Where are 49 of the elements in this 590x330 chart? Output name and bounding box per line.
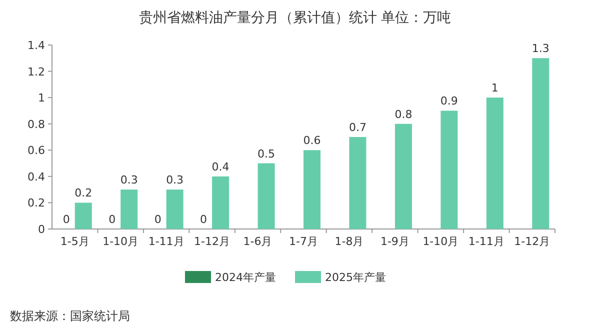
data-label: 0.3 — [120, 174, 138, 187]
x-tick-label: 1-10月 — [422, 235, 459, 248]
x-tick-label: 1-6月 — [243, 235, 272, 248]
y-tick-label: 1.2 — [28, 65, 45, 78]
x-tick-label: 1-9月 — [380, 235, 410, 248]
y-tick-label: 0.6 — [28, 144, 45, 158]
source-note: 数据来源：国家统计局 — [10, 309, 130, 323]
data-label: 1 — [491, 82, 498, 95]
legend-label: 2024年产量 — [215, 271, 276, 284]
data-label: 0.9 — [440, 94, 458, 108]
data-label: 0.3 — [166, 174, 184, 187]
x-tick-label: 1-11月 — [468, 235, 504, 248]
y-tick-label: 0.8 — [28, 118, 45, 131]
data-label: 0.5 — [258, 147, 276, 160]
bar — [74, 202, 92, 229]
y-tick-label: 0.4 — [28, 170, 45, 184]
y-tick-label: 1 — [38, 92, 45, 105]
x-tick-label: 1-8月 — [334, 235, 364, 248]
bar — [166, 190, 184, 229]
bar — [120, 190, 138, 229]
data-label: 0 — [154, 213, 162, 226]
x-tick-label: 1-10月 — [102, 235, 139, 248]
bar — [486, 98, 504, 229]
x-tick-label: 1-7月 — [289, 235, 318, 248]
bar — [394, 124, 412, 229]
x-tick-label: 1-5月 — [60, 235, 90, 248]
bar — [349, 137, 366, 229]
data-label: 0 — [108, 213, 116, 226]
data-label: 0.2 — [74, 186, 92, 200]
y-tick-label: 0 — [38, 223, 45, 236]
bar — [212, 176, 230, 229]
data-label: 1.3 — [532, 42, 550, 56]
bar — [440, 110, 458, 229]
chart-title: 贵州省燃料油产量分月（累计值）统计 单位：万吨 — [138, 10, 452, 26]
data-label: 0.4 — [212, 160, 230, 174]
bar — [532, 58, 550, 229]
y-tick-label: 1.4 — [28, 39, 45, 52]
data-label: 0.8 — [394, 108, 412, 121]
bar — [258, 163, 275, 229]
data-label: 0 — [62, 213, 70, 226]
data-label: 0 — [200, 213, 208, 226]
data-label: 0.6 — [303, 134, 321, 148]
x-tick-label: 1-12月 — [514, 235, 550, 248]
x-tick-label: 1-12月 — [194, 235, 230, 248]
data-label: 0.7 — [348, 121, 366, 134]
x-tick-label: 1-11月 — [148, 235, 184, 248]
y-tick-label: 0.2 — [28, 196, 45, 210]
legend-label: 2025年产量 — [325, 271, 386, 284]
bar — [304, 150, 320, 229]
